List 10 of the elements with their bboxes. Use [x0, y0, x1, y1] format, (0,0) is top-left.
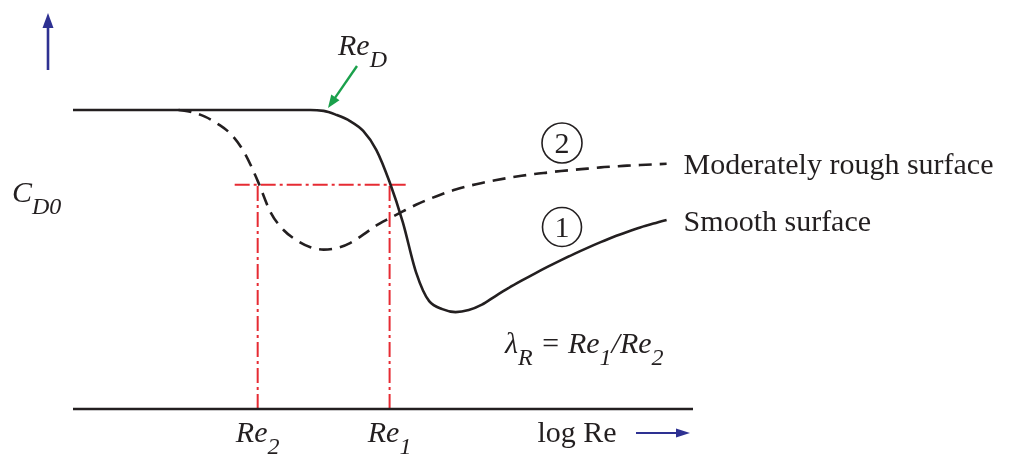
text: Re$_{D}$	[337, 28, 387, 72]
annotation: λ$_{R}$ = Re$_{1}$/Re$_{2}$	[504, 326, 664, 370]
annotation: 1	[554, 210, 570, 243]
series-label: Moderately rough surface	[683, 147, 994, 181]
x-tick-label: Re$_{2}$	[234, 415, 280, 457]
x-tick-label: Re$_{1}$	[366, 415, 412, 457]
series-label: Smooth surface	[683, 203, 872, 237]
x-axis-title: log Re	[537, 415, 617, 448]
annotation: 2	[554, 126, 570, 159]
y-axis-title: C$_{D0}$	[12, 175, 62, 219]
